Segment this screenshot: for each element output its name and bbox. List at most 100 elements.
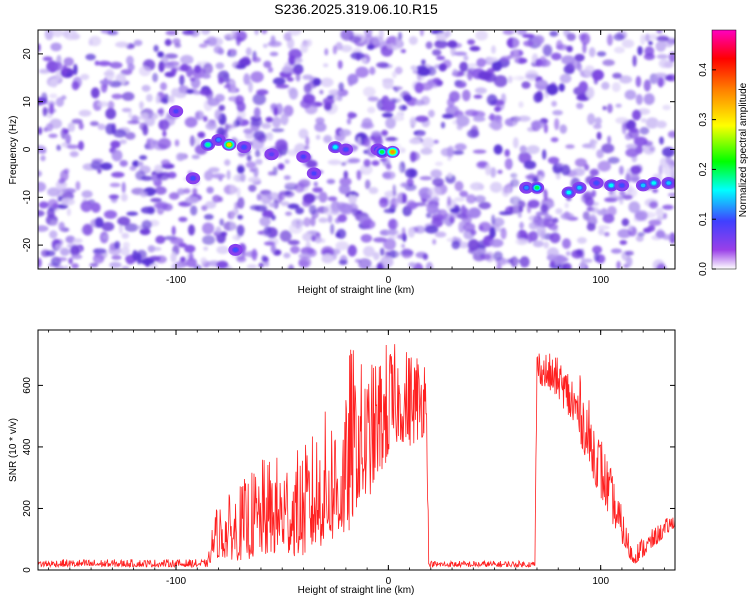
noise-speckle [46,114,53,119]
noise-speckle [216,260,229,269]
noise-speckle [253,166,259,178]
noise-speckle [488,114,502,121]
noise-speckle [326,178,336,185]
noise-speckle [430,169,443,179]
noise-speckle [238,57,251,67]
noise-speckle [549,232,561,244]
noise-speckle [500,227,507,240]
noise-speckle [594,117,602,126]
noise-speckle [409,116,417,127]
noise-speckle [338,82,345,92]
colorbar-gradient [711,29,737,270]
noise-speckle [542,44,553,57]
noise-speckle [298,256,312,268]
noise-speckle [379,247,385,256]
noise-speckle [68,257,73,265]
noise-speckle [632,55,637,67]
noise-speckle [424,225,439,234]
noise-speckle [38,68,50,74]
noise-speckle [532,35,545,45]
noise-speckle [236,165,245,174]
noise-speckle [347,158,361,164]
noise-speckle [452,68,458,76]
noise-speckle [597,225,610,230]
noise-speckle [453,51,468,56]
noise-speckle [662,204,674,210]
noise-speckle [286,77,294,82]
snr-panel: -100 0 100 0 200 400 600 Height of straight l… [8,329,676,596]
noise-speckle [125,55,134,66]
noise-speckle [546,84,559,96]
noise-speckle [49,77,58,88]
noise-speckle [118,223,123,235]
noise-speckle [158,119,170,131]
signal-blob [609,183,614,188]
noise-speckle [588,47,596,58]
noise-speckle [49,230,58,239]
noise-speckle [452,150,464,155]
noise-speckle [100,162,113,171]
noise-speckle [399,91,411,99]
noise-speckle [280,201,290,207]
noise-speckle [658,164,663,176]
noise-speckle [105,123,116,135]
noise-speckle [305,136,310,147]
noise-speckle [617,228,632,239]
noise-speckle [519,145,527,153]
noise-speckle [592,245,603,254]
noise-speckle [474,87,487,94]
noise-speckle [369,265,379,269]
y-tick-label: -20 [22,237,33,252]
noise-speckle [248,81,253,93]
noise-speckle [302,199,312,207]
chart-title: S236.2025.319.06.10.R15 [274,1,438,17]
noise-speckle [315,134,321,140]
noise-speckle [188,224,195,236]
noise-speckle [382,171,396,180]
noise-speckle [486,94,498,106]
noise-speckle [180,54,194,65]
noise-speckle [601,143,615,154]
noise-speckle [155,94,160,104]
noise-speckle [656,216,664,221]
signal-blob [594,181,599,185]
noise-speckle [160,82,167,91]
noise-speckle [66,144,80,149]
noise-speckle [338,129,352,137]
noise-speckle [267,66,274,73]
noise-speckle [236,225,245,237]
noise-speckle [250,118,263,127]
noise-speckle [44,30,54,41]
noise-speckle [549,30,559,37]
noise-speckle [436,55,446,61]
noise-speckle [186,89,194,94]
noise-speckle [65,235,76,244]
noise-speckle [382,78,394,90]
x-tick-label: 100 [592,275,609,286]
noise-speckle [451,240,461,250]
noise-speckle [562,238,571,249]
noise-speckle [109,182,121,188]
noise-speckle [217,48,225,55]
noise-speckle [561,164,571,176]
noise-speckle [491,45,496,54]
y-tick-label: 400 [22,438,33,455]
noise-speckle [420,147,433,155]
noise-speckle [71,81,80,91]
y-tick-label: 20 [22,48,33,60]
noise-speckle [97,101,109,107]
noise-speckle [153,202,167,209]
colorbar: 0.0 0.1 0.2 0.3 0.4 Normalized spectral ampl… [698,29,749,276]
noise-speckle [49,93,58,99]
noise-speckle [467,39,476,45]
noise-speckle [124,223,139,232]
noise-speckle [99,79,113,85]
noise-speckle [71,118,83,124]
noise-speckle [655,40,667,52]
noise-speckle [287,203,300,210]
noise-speckle [122,241,130,249]
noise-speckle [428,109,435,118]
noise-speckle [408,36,418,45]
noise-speckle [621,218,630,227]
